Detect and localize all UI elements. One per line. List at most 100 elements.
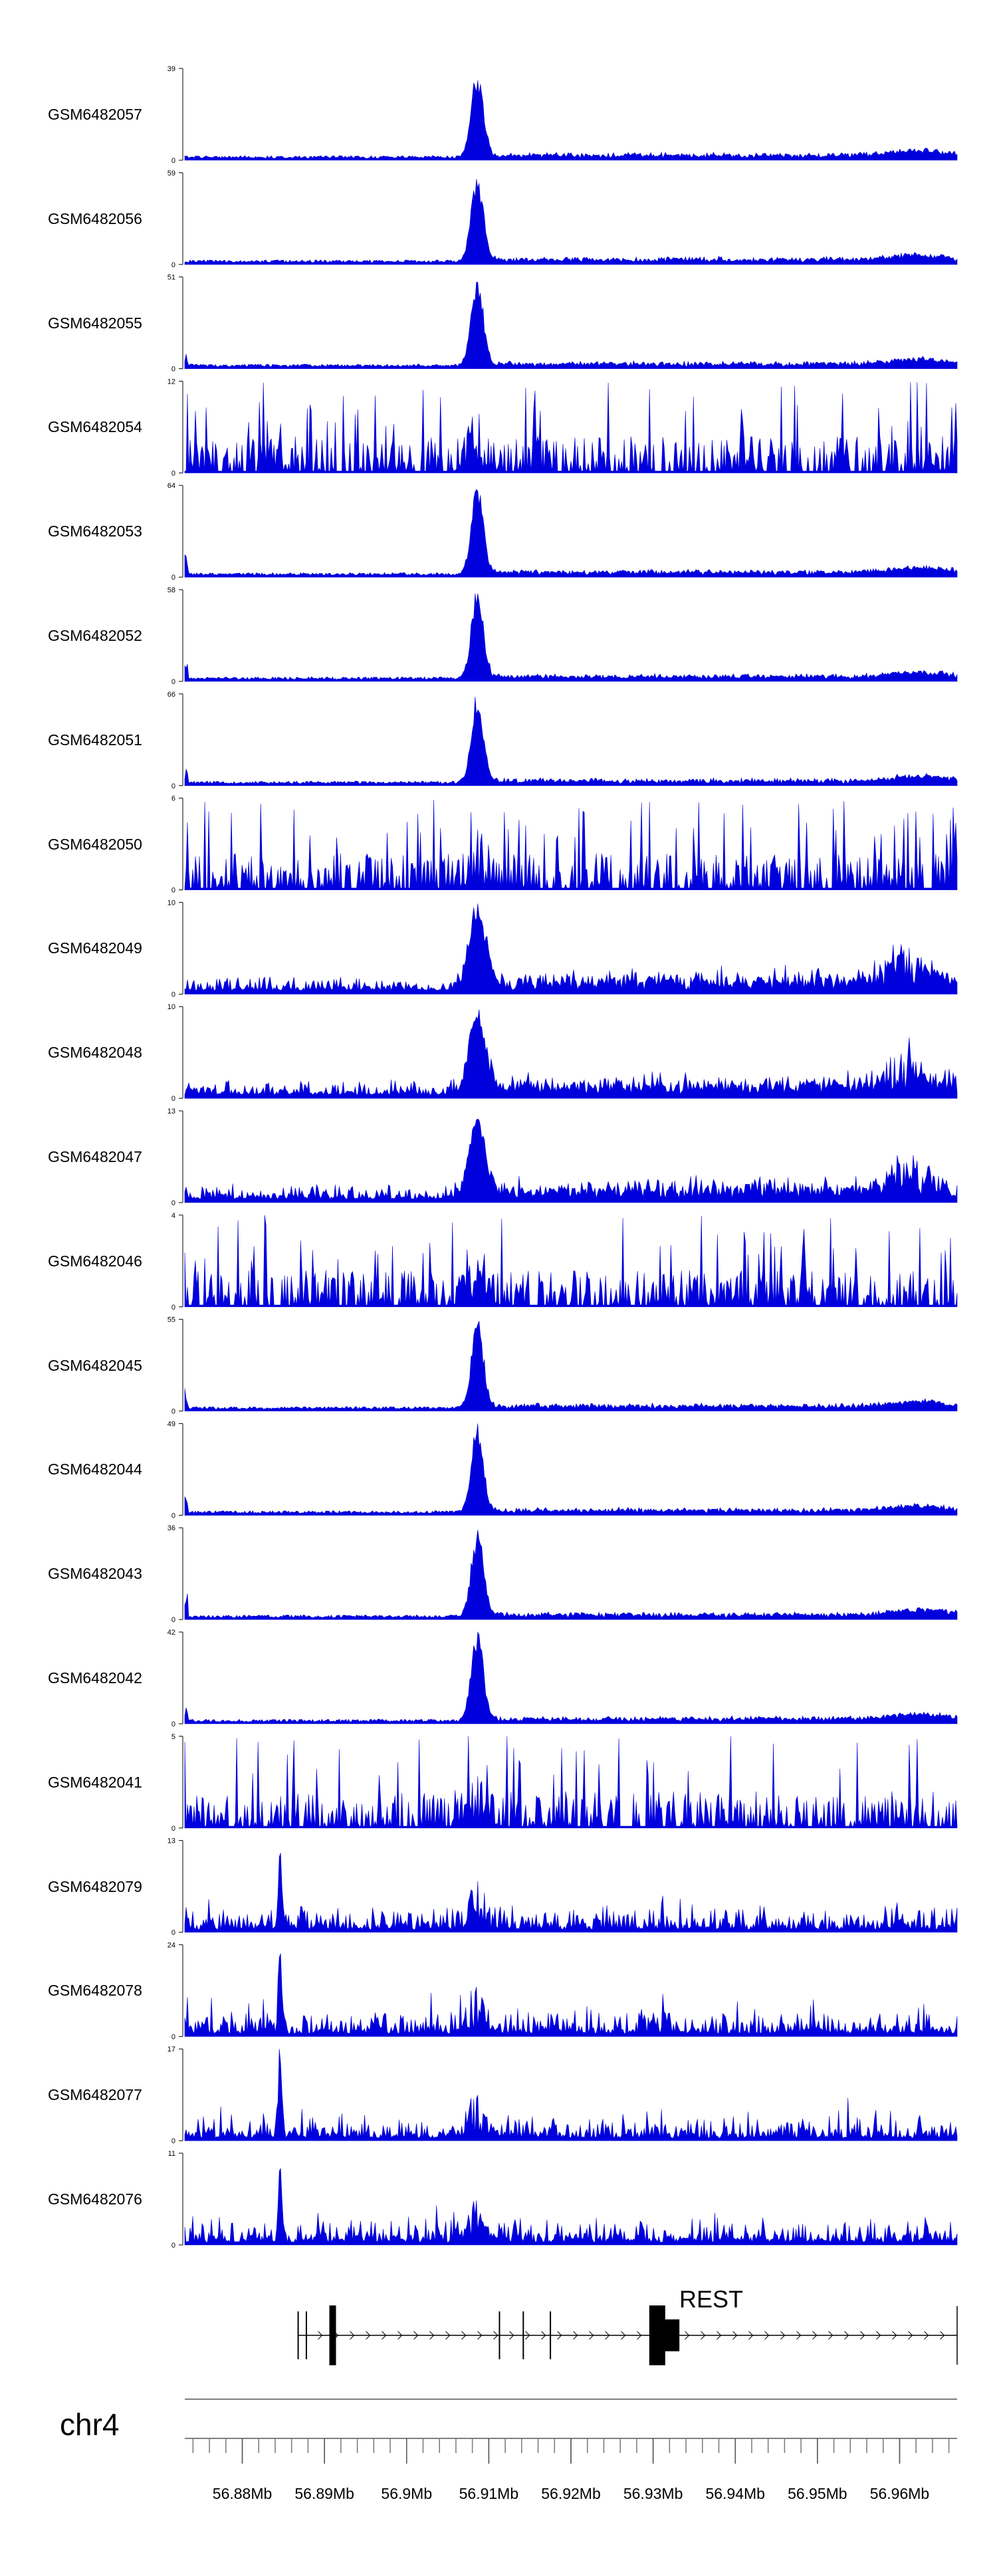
y-axis-max-label: 10 xyxy=(167,899,175,907)
y-axis-min-label: 0 xyxy=(171,887,175,895)
gene-strand-arrow xyxy=(557,2331,562,2340)
y-axis-min-label: 0 xyxy=(171,261,175,269)
track-label: GSM6482044 xyxy=(48,1461,142,1478)
y-axis-max-label: 24 xyxy=(167,1941,175,1949)
axis-tick-label: 56.9Mb xyxy=(381,2485,433,2502)
gene-strand-arrow xyxy=(382,2331,387,2340)
y-axis-max-label: 13 xyxy=(167,1108,175,1115)
gene-strand-arrow xyxy=(828,2331,833,2340)
gene-exon xyxy=(297,2311,299,2359)
coverage-area xyxy=(184,2049,958,2141)
y-axis-max-label: 11 xyxy=(168,2150,175,2158)
y-axis-min-label: 0 xyxy=(171,782,175,790)
coverage-area xyxy=(184,2168,958,2246)
coverage-area xyxy=(184,1423,958,1516)
y-axis-max-label: 5 xyxy=(171,1733,175,1741)
gene-strand-arrow xyxy=(924,2331,929,2340)
track-label: GSM6482057 xyxy=(48,106,142,123)
y-axis-min-label: 0 xyxy=(171,2033,175,2041)
chromosome-label: chr4 xyxy=(60,2407,120,2442)
y-axis-min-label: 0 xyxy=(171,1929,175,1937)
gene-strand-arrow xyxy=(509,2331,514,2340)
y-axis-max-label: 36 xyxy=(167,1524,175,1532)
gene-strand-arrow xyxy=(908,2331,913,2340)
track-label: GSM6482055 xyxy=(48,314,142,332)
y-axis-max-label: 51 xyxy=(167,274,175,282)
y-axis-max-label: 13 xyxy=(167,1837,175,1845)
gene-strand-arrow xyxy=(764,2331,770,2340)
y-axis-max-label: 39 xyxy=(167,65,175,73)
track-label: GSM6482046 xyxy=(48,1252,142,1270)
coverage-area xyxy=(184,903,958,995)
axis-tick-label: 56.88Mb xyxy=(212,2485,273,2502)
coverage-area xyxy=(184,179,958,265)
y-axis-min-label: 0 xyxy=(171,1095,175,1103)
gene-strand-arrow xyxy=(493,2331,498,2340)
gene-label-rest: REST xyxy=(679,2285,744,2313)
y-axis-min-label: 0 xyxy=(171,469,175,477)
track-label: GSM6482048 xyxy=(48,1044,142,1062)
track-label: GSM6482076 xyxy=(48,2190,142,2208)
track-label: GSM6482056 xyxy=(48,209,142,227)
coverage-area xyxy=(184,1853,958,1932)
gene-strand-arrow xyxy=(429,2331,435,2340)
track-label: GSM6482050 xyxy=(48,835,142,853)
track-label: GSM6482053 xyxy=(48,523,142,540)
track-label: GSM6482045 xyxy=(48,1356,142,1374)
y-axis-max-label: 42 xyxy=(167,1629,175,1637)
coverage-area xyxy=(184,593,958,682)
axis-tick-label: 56.96Mb xyxy=(869,2485,930,2502)
coverage-area xyxy=(184,1736,958,1829)
track-label: GSM6482054 xyxy=(48,418,142,436)
coverage-area xyxy=(184,1321,958,1411)
gene-exon xyxy=(522,2311,524,2359)
coverage-area xyxy=(184,1118,958,1203)
coverage-area xyxy=(184,697,958,786)
y-axis-max-label: 59 xyxy=(167,170,175,177)
track-label: GSM6482042 xyxy=(48,1669,142,1687)
gene-strand-arrow xyxy=(717,2331,722,2340)
y-axis-max-label: 49 xyxy=(167,1420,175,1428)
track-label: GSM6482078 xyxy=(48,1982,142,2000)
gene-strand-arrow xyxy=(525,2331,530,2340)
gene-strand-arrow xyxy=(812,2331,818,2340)
y-axis-min-label: 0 xyxy=(171,678,175,686)
gene-strand-arrow xyxy=(366,2331,371,2340)
track-label: GSM6482047 xyxy=(48,1148,142,1165)
gene-exon xyxy=(329,2305,336,2365)
gene-strand-arrow xyxy=(621,2331,626,2340)
coverage-area xyxy=(184,1953,958,2037)
y-axis-min-label: 0 xyxy=(171,157,175,165)
y-axis-min-label: 0 xyxy=(171,1616,175,1624)
gene-strand-arrow xyxy=(589,2331,594,2340)
coverage-area xyxy=(184,1631,958,1724)
y-axis-max-label: 17 xyxy=(167,2046,175,2053)
y-axis-min-label: 0 xyxy=(171,2137,175,2145)
gene-strand-arrow xyxy=(637,2331,642,2340)
track-label: GSM6482043 xyxy=(48,1565,142,1583)
gene-strand-arrow xyxy=(860,2331,865,2340)
coverage-area xyxy=(184,1009,958,1099)
y-axis-min-label: 0 xyxy=(171,2242,175,2250)
y-axis-max-label: 10 xyxy=(167,1003,175,1011)
coverage-area xyxy=(184,281,958,369)
y-axis-max-label: 12 xyxy=(167,378,175,386)
gene-strand-arrow xyxy=(844,2331,849,2340)
axis-tick-label: 56.89Mb xyxy=(294,2485,354,2502)
gene-strand-arrow xyxy=(413,2331,419,2340)
gene-exon xyxy=(305,2311,307,2359)
gene-strand-arrow xyxy=(876,2331,881,2340)
gene-strand-arrow xyxy=(605,2331,610,2340)
y-axis-min-label: 0 xyxy=(171,1825,175,1833)
y-axis-max-label: 64 xyxy=(167,482,175,490)
axis-tick-label: 56.93Mb xyxy=(623,2485,683,2502)
gene-strand-arrow xyxy=(701,2331,706,2340)
gene-strand-arrow xyxy=(318,2331,323,2340)
y-axis-max-label: 58 xyxy=(167,586,175,594)
y-axis-max-label: 4 xyxy=(171,1212,175,1220)
gene-strand-arrow xyxy=(780,2331,786,2340)
gene-exon xyxy=(550,2311,552,2359)
gene-strand-arrow xyxy=(350,2331,355,2340)
gene-strand-arrow xyxy=(748,2331,754,2340)
